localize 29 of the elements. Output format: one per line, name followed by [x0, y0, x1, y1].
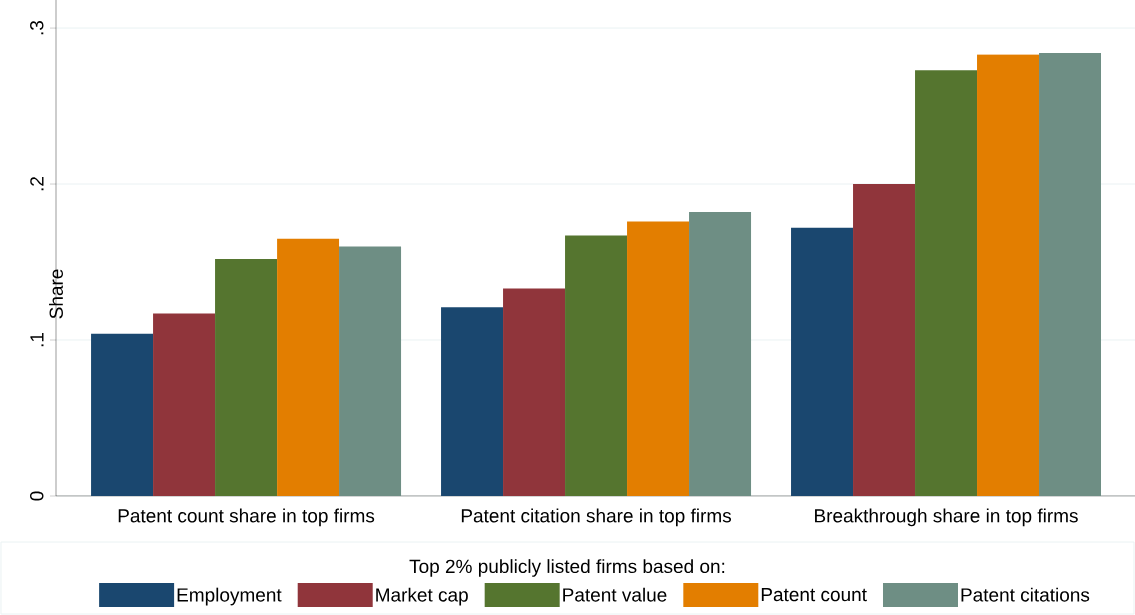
- y-tick-label: .3: [30, 20, 44, 35]
- y-axis-title: Share: [49, 269, 63, 319]
- y-tick-label: .1: [30, 333, 44, 347]
- bar: [977, 54, 1040, 496]
- bar: [565, 235, 628, 496]
- bar: [215, 258, 278, 496]
- y-tick-label: .2: [30, 177, 44, 191]
- x-tick-label: Patent citation share in top firms: [461, 508, 732, 527]
- bar: [153, 313, 216, 496]
- bar: [441, 307, 504, 496]
- bar: [339, 246, 402, 496]
- x-tick-label: Patent count share in top firms: [118, 508, 375, 527]
- x-tick-label: Breakthrough share in top firms: [815, 508, 1078, 527]
- legend-label: Patent count: [761, 588, 867, 602]
- bar: [277, 238, 340, 496]
- y-tick-label: 0: [30, 491, 44, 501]
- legend-label: Patent citations: [961, 587, 1090, 602]
- legend-label: Market cap: [376, 587, 468, 606]
- bar: [853, 184, 916, 496]
- bar: [1039, 53, 1102, 496]
- bar: [689, 212, 752, 496]
- bar: [91, 333, 154, 496]
- bar: [627, 221, 690, 496]
- bar: [791, 227, 854, 496]
- legend-title: Top 2% publicly listed firms based on:: [409, 559, 725, 577]
- legend-label: Patent value: [563, 587, 667, 602]
- bar: [915, 70, 978, 496]
- legend-label: Employment: [177, 587, 282, 606]
- bar: [503, 288, 566, 496]
